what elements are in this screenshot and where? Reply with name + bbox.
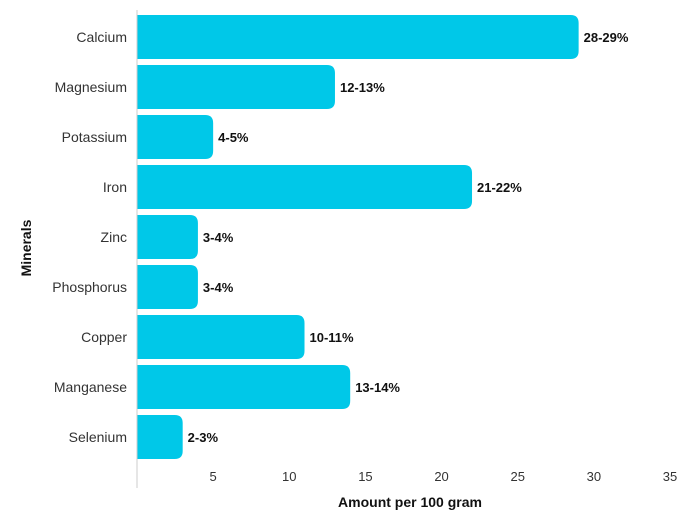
- x-tick-35: 35: [663, 469, 677, 484]
- category-label-manganese: Manganese: [54, 379, 127, 395]
- category-label-potassium: Potassium: [62, 129, 127, 145]
- data-label-selenium: 2-3%: [188, 430, 219, 445]
- x-tick-25: 25: [510, 469, 524, 484]
- category-label-iron: Iron: [103, 179, 127, 195]
- bar-magnesium: [137, 65, 335, 109]
- category-label-calcium: Calcium: [76, 29, 127, 45]
- data-label-manganese: 13-14%: [355, 380, 400, 395]
- x-tick-10: 10: [282, 469, 296, 484]
- bar-iron: [137, 165, 473, 209]
- bar-manganese: [137, 365, 351, 409]
- data-label-iron: 21-22%: [477, 180, 522, 195]
- category-label-copper: Copper: [81, 329, 127, 345]
- x-axis-title: Amount per 100 gram: [338, 494, 482, 510]
- bar-zinc: [137, 215, 198, 259]
- data-labels: 28-29% 12-13% 4-5% 21-22% 3-4% 3-4% 10-11% 13-1…: [188, 30, 629, 445]
- x-tick-30: 30: [587, 469, 601, 484]
- data-label-zinc: 3-4%: [203, 230, 234, 245]
- data-label-copper: 10-11%: [310, 330, 355, 345]
- data-label-calcium: 28-29%: [584, 30, 629, 45]
- category-labels: Calcium Magnesium Potassium Iron Zinc Phospho…: [52, 29, 127, 445]
- bar-phosphorus: [137, 265, 198, 309]
- data-label-potassium: 4-5%: [218, 130, 249, 145]
- category-label-phosphorus: Phosphorus: [52, 279, 127, 295]
- category-label-magnesium: Magnesium: [55, 79, 127, 95]
- x-tick-5: 5: [210, 469, 217, 484]
- bars: [137, 15, 579, 459]
- data-label-magnesium: 12-13%: [340, 80, 385, 95]
- x-tick-20: 20: [434, 469, 448, 484]
- bar-copper: [137, 315, 305, 359]
- y-axis-title: Minerals: [18, 219, 34, 276]
- bar-potassium: [137, 115, 214, 159]
- x-tick-15: 15: [358, 469, 372, 484]
- data-label-phosphorus: 3-4%: [203, 280, 234, 295]
- category-label-selenium: Selenium: [69, 429, 127, 445]
- category-label-zinc: Zinc: [101, 229, 127, 245]
- bar-selenium: [137, 415, 183, 459]
- x-axis-ticks: 5 10 15 20 25 30 35: [210, 469, 678, 484]
- bar-calcium: [137, 15, 579, 59]
